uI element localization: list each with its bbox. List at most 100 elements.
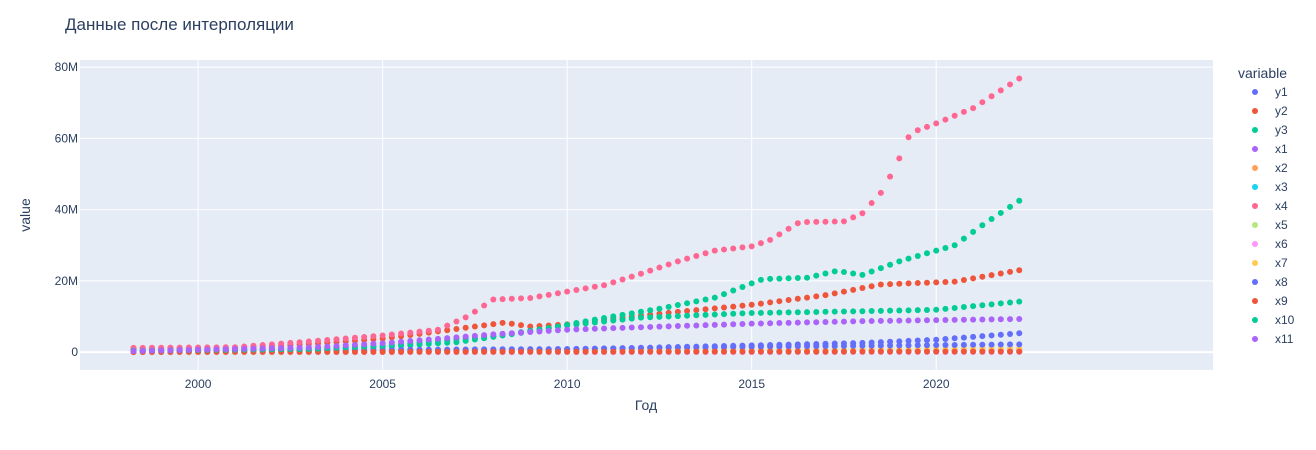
data-point[interactable]: [831, 318, 838, 325]
data-point[interactable]: [462, 333, 469, 340]
data-point[interactable]: [785, 296, 792, 303]
data-point[interactable]: [923, 123, 930, 130]
data-point[interactable]: [748, 243, 755, 250]
data-point[interactable]: [1007, 331, 1014, 338]
data-point[interactable]: [711, 321, 718, 328]
data-point[interactable]: [481, 348, 488, 355]
legend-item-x4[interactable]: x4: [1252, 199, 1288, 213]
data-point[interactable]: [628, 273, 635, 280]
data-point[interactable]: [757, 309, 764, 316]
data-point[interactable]: [850, 270, 857, 277]
data-point[interactable]: [1007, 203, 1014, 210]
data-point[interactable]: [997, 270, 1004, 277]
data-point[interactable]: [434, 348, 441, 355]
data-point[interactable]: [508, 330, 515, 337]
data-point[interactable]: [896, 317, 903, 324]
data-point[interactable]: [905, 280, 912, 287]
data-point[interactable]: [896, 342, 903, 349]
data-point[interactable]: [656, 348, 663, 355]
data-point[interactable]: [647, 267, 654, 274]
data-point[interactable]: [139, 347, 146, 354]
data-point[interactable]: [637, 348, 644, 355]
data-point[interactable]: [693, 307, 700, 314]
data-point[interactable]: [877, 342, 884, 349]
data-point[interactable]: [674, 348, 681, 355]
data-point[interactable]: [794, 275, 801, 282]
data-point[interactable]: [527, 323, 534, 330]
data-point[interactable]: [591, 319, 598, 326]
data-point[interactable]: [951, 242, 958, 249]
data-point[interactable]: [831, 343, 838, 350]
data-point[interactable]: [471, 323, 478, 330]
data-point[interactable]: [130, 348, 137, 355]
data-point[interactable]: [342, 342, 349, 349]
data-point[interactable]: [628, 310, 635, 317]
data-point[interactable]: [287, 339, 294, 346]
data-point[interactable]: [185, 346, 192, 353]
data-point[interactable]: [822, 348, 829, 355]
data-point[interactable]: [656, 305, 663, 312]
data-point[interactable]: [315, 337, 322, 344]
data-point[interactable]: [896, 338, 903, 345]
data-point[interactable]: [794, 220, 801, 227]
data-point[interactable]: [610, 313, 617, 320]
data-point[interactable]: [610, 317, 617, 324]
data-point[interactable]: [582, 320, 589, 327]
data-point[interactable]: [379, 332, 386, 339]
data-point[interactable]: [997, 209, 1004, 216]
data-point[interactable]: [508, 295, 515, 302]
data-point[interactable]: [721, 246, 727, 253]
data-point[interactable]: [739, 348, 746, 355]
data-point[interactable]: [674, 323, 681, 330]
data-point[interactable]: [545, 348, 552, 355]
legend-item-x11[interactable]: x11: [1252, 332, 1294, 346]
data-point[interactable]: [1016, 298, 1023, 305]
data-point[interactable]: [195, 346, 202, 353]
data-point[interactable]: [213, 346, 220, 353]
data-point[interactable]: [794, 319, 801, 326]
data-point[interactable]: [840, 269, 847, 276]
data-point[interactable]: [822, 319, 829, 326]
data-point[interactable]: [582, 348, 589, 355]
data-point[interactable]: [979, 348, 986, 355]
data-point[interactable]: [1007, 341, 1014, 348]
data-point[interactable]: [822, 308, 829, 315]
data-point[interactable]: [877, 189, 884, 196]
data-point[interactable]: [896, 280, 903, 287]
legend-item-y2[interactable]: y2: [1252, 104, 1288, 118]
data-point[interactable]: [674, 308, 681, 315]
data-point[interactable]: [776, 343, 783, 350]
data-point[interactable]: [536, 293, 543, 300]
data-point[interactable]: [693, 252, 700, 259]
legend-item-x10[interactable]: x10: [1252, 313, 1295, 327]
data-point[interactable]: [914, 127, 921, 134]
data-point[interactable]: [887, 342, 894, 349]
data-point[interactable]: [499, 296, 506, 303]
data-point[interactable]: [831, 268, 838, 275]
data-point[interactable]: [988, 332, 995, 339]
data-point[interactable]: [407, 338, 414, 345]
data-point[interactable]: [481, 332, 488, 339]
data-point[interactable]: [850, 348, 857, 355]
data-point[interactable]: [453, 348, 460, 355]
data-point[interactable]: [813, 319, 820, 326]
data-point[interactable]: [684, 300, 691, 307]
data-point[interactable]: [1007, 316, 1014, 323]
data-point[interactable]: [573, 287, 580, 294]
data-point[interactable]: [960, 304, 967, 311]
data-point[interactable]: [785, 343, 792, 350]
data-point[interactable]: [933, 306, 940, 313]
data-point[interactable]: [490, 321, 497, 328]
data-point[interactable]: [979, 316, 986, 323]
data-point[interactable]: [471, 348, 478, 355]
data-point[interactable]: [933, 336, 940, 343]
data-point[interactable]: [887, 173, 894, 180]
data-point[interactable]: [462, 314, 469, 321]
data-point[interactable]: [822, 292, 829, 299]
data-point[interactable]: [822, 343, 829, 350]
data-point[interactable]: [933, 120, 940, 127]
data-point[interactable]: [859, 348, 866, 355]
data-point[interactable]: [1016, 330, 1023, 337]
data-point[interactable]: [305, 338, 312, 345]
data-point[interactable]: [933, 317, 940, 324]
